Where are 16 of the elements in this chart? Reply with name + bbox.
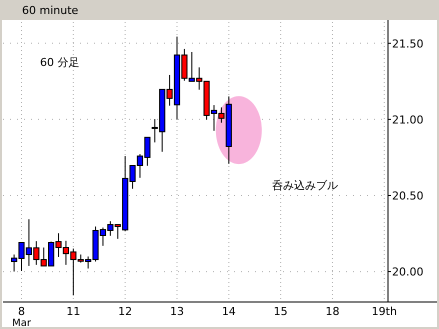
x-tick-label: 11 — [66, 305, 80, 318]
text: Mar — [12, 318, 32, 329]
y-tick-label: 21.00 — [392, 113, 424, 126]
x-tick-label: 18 — [325, 305, 340, 318]
x-tick-label: 15 — [274, 305, 288, 318]
chart-title: 60 minute — [22, 4, 79, 17]
x-tick-label: 14 — [222, 305, 236, 318]
annotation: 60 分足 — [40, 56, 80, 69]
x-tick-label: 13 — [170, 305, 184, 318]
y-tick-label: 20.00 — [392, 266, 424, 279]
annotation: 呑み込みブル — [272, 179, 338, 192]
y-tick-label: 21.50 — [392, 37, 424, 50]
x-tick-label: 12 — [118, 305, 132, 318]
y-tick-label: 20.50 — [392, 189, 424, 202]
x-tick-label: 19th — [372, 305, 397, 318]
x-tick-label: 8 — [18, 305, 26, 318]
